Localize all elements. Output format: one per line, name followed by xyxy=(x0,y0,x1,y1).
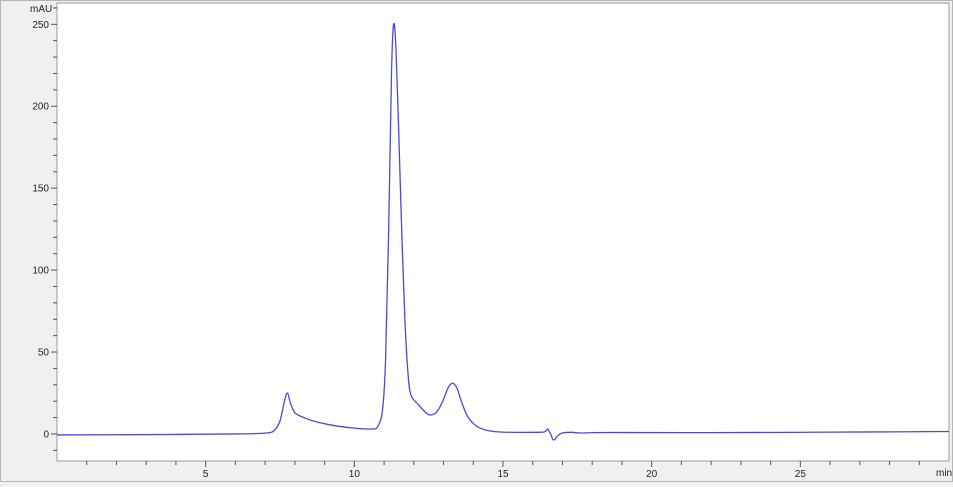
x-tick-label: 15 xyxy=(497,469,509,480)
x-tick-label: 5 xyxy=(203,469,209,480)
y-tick-label: 100 xyxy=(32,266,49,277)
x-tick-label: 10 xyxy=(349,469,361,480)
y-tick-label: 200 xyxy=(32,102,49,113)
x-tick-label: 20 xyxy=(646,469,658,480)
y-tick-label: 150 xyxy=(32,184,49,195)
y-tick-label: 250 xyxy=(32,20,49,31)
y-tick-label: 0 xyxy=(43,429,49,440)
plot-area xyxy=(56,2,950,462)
x-axis-label: min xyxy=(936,468,952,479)
y-axis-label: mAU xyxy=(30,4,52,15)
series-line xyxy=(56,22,950,441)
x-tick-label: 25 xyxy=(795,469,807,480)
y-tick-label: 50 xyxy=(38,348,50,359)
